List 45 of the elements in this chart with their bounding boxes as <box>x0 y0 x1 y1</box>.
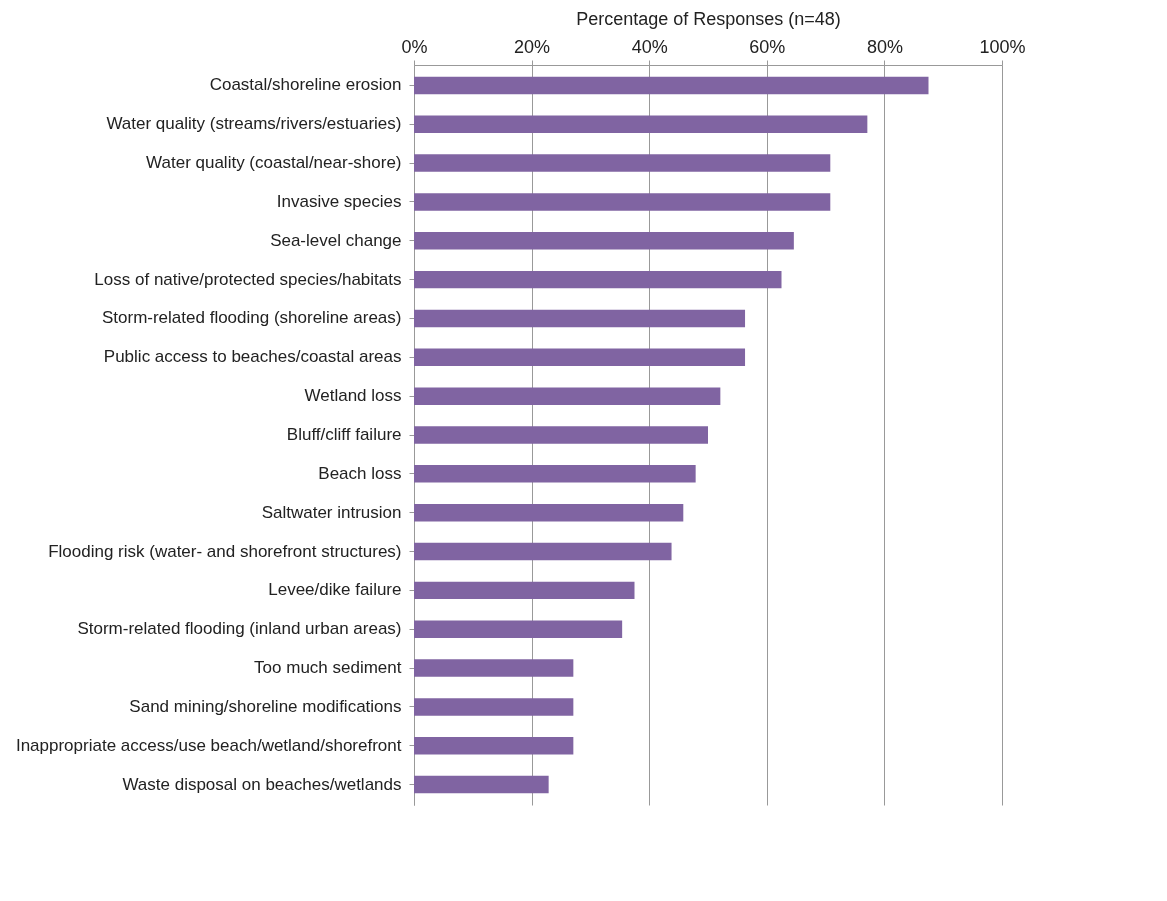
x-tick-label: 60% <box>749 36 786 57</box>
bar <box>414 115 868 133</box>
x-tick-label: 20% <box>514 36 551 57</box>
bar <box>414 154 831 172</box>
bar <box>414 76 929 95</box>
y-tick-label: Waste disposal on beaches/wetlands <box>122 774 402 794</box>
x-tick-label: 40% <box>631 36 668 57</box>
y-tick-label: Loss of native/protected species/habitats <box>94 269 402 289</box>
y-tick-label: Inappropriate access/use beach/wetland/shorefront <box>15 735 402 755</box>
y-tick-label: Coastal/shoreline erosion <box>209 75 402 95</box>
y-tick-label: Storm-related flooding (shoreline areas) <box>101 308 402 328</box>
bar <box>414 775 549 794</box>
bar <box>414 387 721 405</box>
y-tick-label: Public access to beaches/coastal areas <box>103 347 402 367</box>
bar <box>414 426 708 444</box>
bar <box>414 542 672 561</box>
bar <box>414 503 684 522</box>
bar <box>414 465 696 483</box>
y-tick-label: Water quality (streams/rivers/estuaries) <box>106 114 402 134</box>
bar <box>414 659 574 677</box>
y-tick-label: Sand mining/shoreline modifications <box>129 696 402 716</box>
y-tick-label: Beach loss <box>318 463 402 483</box>
y-tick-label: Flooding risk (water- and shorefront structures) <box>48 541 402 561</box>
y-tick-label: Water quality (coastal/near-shore) <box>146 153 402 173</box>
y-tick-label: Invasive species <box>276 191 402 211</box>
y-tick-label: Too much sediment <box>254 658 402 678</box>
x-tick-label: 0% <box>401 36 428 57</box>
bar <box>414 309 746 328</box>
y-tick-label: Sea-level change <box>270 230 402 250</box>
bar <box>414 737 574 755</box>
y-tick-label: Storm-related flooding (inland urban areas) <box>77 619 402 639</box>
bar <box>414 581 635 600</box>
y-tick-label: Bluff/cliff failure <box>286 425 402 444</box>
x-tick-label: 100% <box>979 36 1026 57</box>
bar <box>414 698 574 716</box>
y-tick-label: Levee/dike failure <box>268 580 402 600</box>
x-axis-title: Percentage of Responses (n=48) <box>576 8 841 29</box>
bar <box>414 620 623 638</box>
bar <box>414 270 782 289</box>
y-tick-label: Wetland loss <box>304 386 402 406</box>
bar <box>414 348 746 367</box>
y-tick-label: Saltwater intrusion <box>261 502 402 522</box>
x-tick-label: 80% <box>866 36 903 57</box>
bar <box>414 193 831 211</box>
bar <box>414 232 794 250</box>
